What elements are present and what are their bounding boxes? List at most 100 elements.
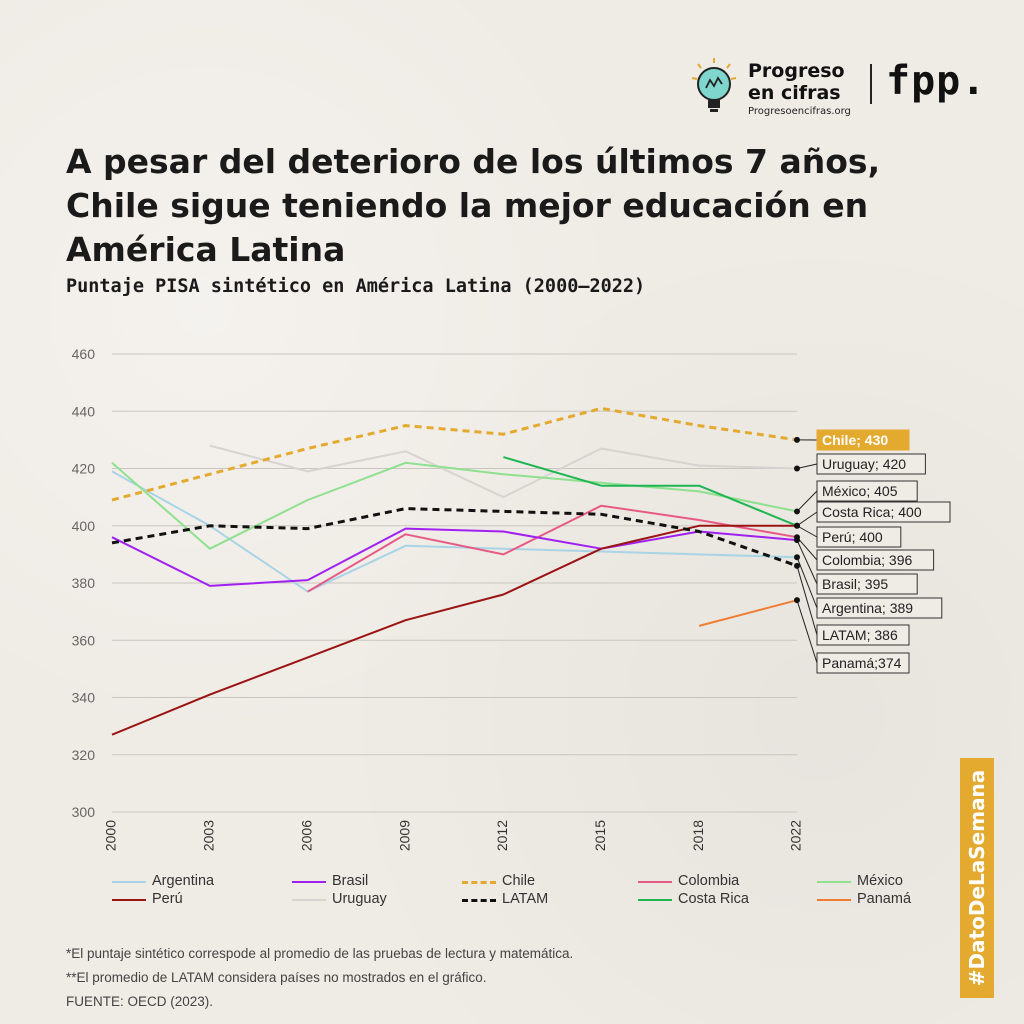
end-label-box <box>816 480 918 502</box>
footnote-1: *El puntaje sintético correspode al prom… <box>66 946 574 961</box>
legend-swatch <box>292 899 326 901</box>
y-tick-label: 380 <box>72 575 96 591</box>
x-tick-label: 2015 <box>592 820 608 851</box>
lightbulb-icon <box>691 58 737 112</box>
end-label-text: Chile; 430 <box>822 432 888 448</box>
x-tick-label: 2003 <box>201 820 217 851</box>
legend-swatch <box>817 899 851 901</box>
brand-logo: Progreso en cifras Progresoencifras.org … <box>690 56 1000 120</box>
legend-label: LATAM <box>502 891 549 907</box>
end-label-text: Uruguay; 420 <box>822 456 906 472</box>
end-label-text: Costa Rica; 400 <box>822 504 922 520</box>
series-line-brasil <box>111 527 798 587</box>
end-label-box <box>816 429 910 451</box>
leader-line <box>796 565 818 636</box>
end-point <box>794 522 800 529</box>
y-tick-label: 420 <box>72 461 96 477</box>
legend-label: Brasil <box>332 873 369 889</box>
chart-grid <box>112 353 797 813</box>
footnotes: *El puntaje sintético correspode al prom… <box>66 942 573 1014</box>
legend-swatch <box>112 881 146 883</box>
legend-label: Colombia <box>678 873 740 889</box>
end-point <box>794 537 800 544</box>
legend-label: Argentina <box>152 873 215 889</box>
leader-line <box>796 539 818 585</box>
end-label-box <box>816 652 910 674</box>
end-label-box <box>816 501 951 523</box>
end-point <box>794 597 800 604</box>
end-label-box <box>816 549 935 571</box>
legend-label: Perú <box>152 891 183 907</box>
leader-line <box>796 525 818 538</box>
brand-url: Progresoencifras.org <box>748 106 851 117</box>
y-tick-label: 360 <box>72 632 96 648</box>
source-note: FUENTE: OECD (2023). <box>66 994 214 1009</box>
end-label-text: Brasil; 395 <box>822 576 888 592</box>
series-line-panamá <box>698 599 798 627</box>
x-tick-label: 2022 <box>788 820 804 851</box>
legend-label: Costa Rica <box>678 891 749 907</box>
end-label-box <box>816 453 926 475</box>
hashtag-badge: #DatoDeLaSemana <box>960 758 994 998</box>
y-axis-ticks: 300 320 340 360 380 400 420 440 460 <box>72 346 96 820</box>
leader-line <box>796 536 818 561</box>
y-tick-label: 400 <box>72 518 96 534</box>
end-point <box>794 436 800 443</box>
series-line-perú <box>111 524 797 736</box>
y-tick-label: 460 <box>72 346 96 362</box>
x-axis-ticks: 2000 2003 2006 2009 2012 2015 2018 2022 <box>103 820 804 851</box>
page-title: A pesar del deterioro de los últimos 7 a… <box>66 142 881 269</box>
y-tick-label: 440 <box>72 403 96 419</box>
end-label-text: México; 405 <box>822 483 898 499</box>
brand-name: Progreso en cifras <box>748 60 845 104</box>
series-line-argentina <box>111 470 798 593</box>
leader-line <box>796 463 818 469</box>
chart-legend: Argentina Brasil Chile Colombia México Perú Ur… <box>112 872 952 912</box>
leader-line <box>796 511 818 527</box>
legend-swatch <box>638 881 672 883</box>
legend-swatch <box>817 881 851 883</box>
end-label-text: LATAM; 386 <box>822 627 898 643</box>
legend-swatch <box>112 899 146 901</box>
end-label-box <box>816 597 943 619</box>
end-label-text: Perú; 400 <box>822 529 883 545</box>
end-point <box>794 465 800 472</box>
leader-line <box>796 490 818 512</box>
partner-logo: fpp. <box>886 58 987 104</box>
end-label-box <box>816 526 902 548</box>
hashtag-text: #DatoDeLaSemana <box>965 769 989 987</box>
legend-swatch <box>462 881 496 884</box>
chart-subtitle: Puntaje PISA sintético en América Latina… <box>66 276 646 297</box>
logo-divider <box>870 64 872 104</box>
legend-swatch <box>292 881 326 883</box>
y-tick-label: 340 <box>72 690 96 706</box>
legend-label: México <box>857 873 903 889</box>
legend-swatch <box>638 899 672 901</box>
y-tick-label: 320 <box>72 747 96 763</box>
end-point <box>794 562 800 569</box>
end-label-text: Argentina; 389 <box>822 600 913 616</box>
leader-line <box>796 600 818 664</box>
x-tick-label: 2009 <box>396 820 412 851</box>
legend-label: Panamá <box>857 891 912 907</box>
end-labels: Chile; 430 Uruguay; 420 México; 405 Costa R… <box>794 429 951 674</box>
series-line-costa-rica <box>503 456 798 527</box>
x-tick-label: 2018 <box>690 820 706 851</box>
end-label-text: Colombia; 396 <box>822 552 912 568</box>
x-tick-label: 2012 <box>494 820 510 851</box>
end-label-text: Panamá;374 <box>822 655 902 671</box>
legend-swatch <box>462 899 496 902</box>
x-tick-label: 2006 <box>298 820 314 851</box>
legend-label: Uruguay <box>332 891 387 907</box>
end-label-box <box>816 624 910 646</box>
series-line-colombia <box>307 504 798 593</box>
end-point <box>794 508 800 515</box>
series-lines <box>111 406 798 736</box>
legend-label: Chile <box>502 873 536 889</box>
footnote-2: **El promedio de LATAM considera países … <box>66 970 487 985</box>
series-line-chile <box>111 406 798 502</box>
series-line-latam <box>111 507 798 568</box>
end-label-box <box>816 573 918 595</box>
x-tick-label: 2000 <box>103 820 119 851</box>
